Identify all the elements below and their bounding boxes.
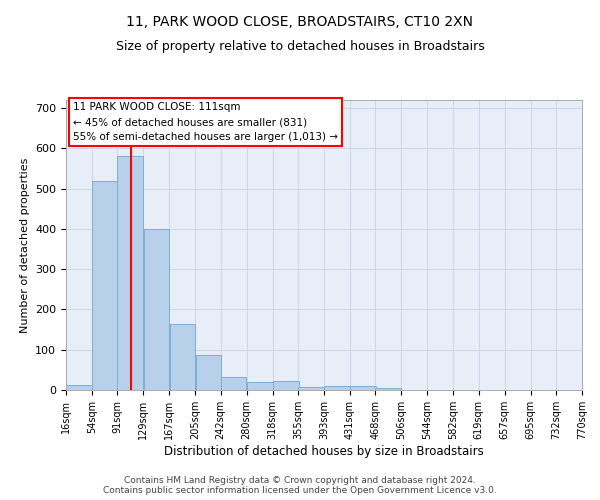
Y-axis label: Number of detached properties: Number of detached properties — [20, 158, 29, 332]
Bar — [170, 324, 195, 390]
Bar — [143, 229, 169, 390]
Bar — [66, 385, 92, 390]
Bar — [247, 382, 272, 390]
Bar — [196, 354, 221, 390]
Bar — [118, 156, 143, 390]
Text: Size of property relative to detached houses in Broadstairs: Size of property relative to detached ho… — [116, 40, 484, 53]
Bar — [324, 386, 350, 390]
Bar — [350, 386, 376, 390]
X-axis label: Distribution of detached houses by size in Broadstairs: Distribution of detached houses by size … — [164, 444, 484, 458]
Bar — [92, 180, 118, 390]
Bar — [221, 377, 247, 390]
Bar — [376, 388, 401, 390]
Bar — [273, 381, 299, 390]
Text: 11 PARK WOOD CLOSE: 111sqm
← 45% of detached houses are smaller (831)
55% of sem: 11 PARK WOOD CLOSE: 111sqm ← 45% of deta… — [73, 102, 338, 142]
Text: 11, PARK WOOD CLOSE, BROADSTAIRS, CT10 2XN: 11, PARK WOOD CLOSE, BROADSTAIRS, CT10 2… — [127, 15, 473, 29]
Text: Contains HM Land Registry data © Crown copyright and database right 2024.
Contai: Contains HM Land Registry data © Crown c… — [103, 476, 497, 495]
Bar — [298, 387, 324, 390]
